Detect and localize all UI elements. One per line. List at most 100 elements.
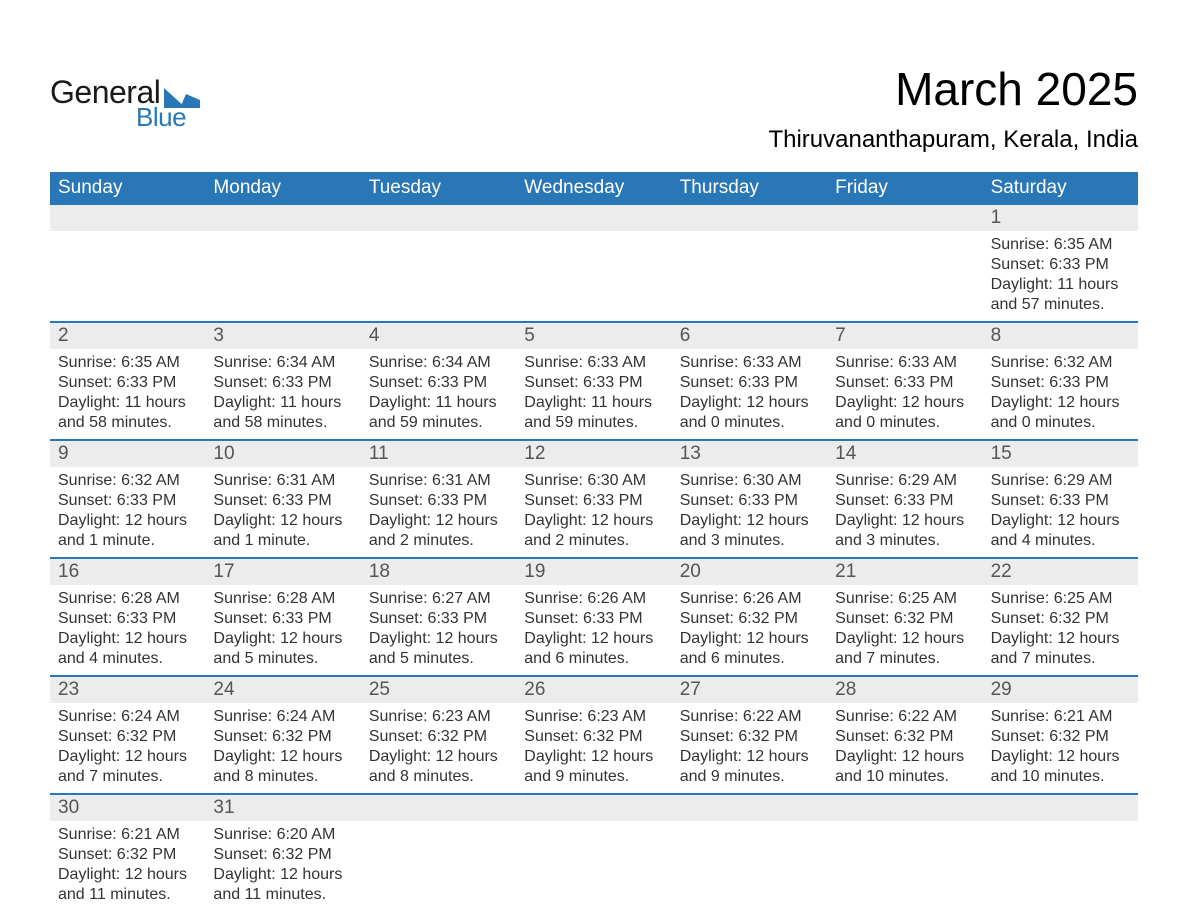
sunset-line: Sunset: 6:32 PM xyxy=(524,727,663,747)
calendar-week: 9101112131415Sunrise: 6:32 AMSunset: 6:3… xyxy=(50,439,1138,557)
daylight-line: Daylight: 12 hours and 11 minutes. xyxy=(213,865,352,905)
sunrise-line: Sunrise: 6:22 AM xyxy=(835,707,974,727)
day-number: 2 xyxy=(50,323,205,349)
day-cell: Sunrise: 6:22 AMSunset: 6:32 PMDaylight:… xyxy=(672,703,827,793)
day-number: 18 xyxy=(361,559,516,585)
day-body-row: Sunrise: 6:32 AMSunset: 6:33 PMDaylight:… xyxy=(50,467,1138,557)
day-cell xyxy=(516,821,671,911)
daylight-line: Daylight: 12 hours and 9 minutes. xyxy=(524,747,663,787)
sunset-line: Sunset: 6:33 PM xyxy=(524,373,663,393)
sunset-line: Sunset: 6:33 PM xyxy=(369,373,508,393)
day-cell: Sunrise: 6:34 AMSunset: 6:33 PMDaylight:… xyxy=(361,349,516,439)
day-number: 8 xyxy=(983,323,1138,349)
day-cell: Sunrise: 6:21 AMSunset: 6:32 PMDaylight:… xyxy=(983,703,1138,793)
daylight-line: Daylight: 12 hours and 9 minutes. xyxy=(680,747,819,787)
day-cell: Sunrise: 6:34 AMSunset: 6:33 PMDaylight:… xyxy=(205,349,360,439)
sunrise-line: Sunrise: 6:31 AM xyxy=(213,471,352,491)
day-number-row: 16171819202122 xyxy=(50,559,1138,585)
day-number xyxy=(672,795,827,821)
day-number: 5 xyxy=(516,323,671,349)
sunrise-line: Sunrise: 6:28 AM xyxy=(58,589,197,609)
day-number: 16 xyxy=(50,559,205,585)
calendar-week: 3031Sunrise: 6:21 AMSunset: 6:32 PMDayli… xyxy=(50,793,1138,911)
day-cell xyxy=(205,231,360,321)
day-number: 31 xyxy=(205,795,360,821)
day-cell xyxy=(983,821,1138,911)
day-number: 20 xyxy=(672,559,827,585)
day-cell: Sunrise: 6:31 AMSunset: 6:33 PMDaylight:… xyxy=(361,467,516,557)
day-number: 13 xyxy=(672,441,827,467)
sunrise-line: Sunrise: 6:31 AM xyxy=(369,471,508,491)
daylight-line: Daylight: 12 hours and 4 minutes. xyxy=(58,629,197,669)
day-cell xyxy=(672,821,827,911)
day-body-row: Sunrise: 6:24 AMSunset: 6:32 PMDaylight:… xyxy=(50,703,1138,793)
day-number xyxy=(672,205,827,231)
day-number: 4 xyxy=(361,323,516,349)
day-number: 14 xyxy=(827,441,982,467)
day-cell: Sunrise: 6:29 AMSunset: 6:33 PMDaylight:… xyxy=(983,467,1138,557)
sunset-line: Sunset: 6:32 PM xyxy=(835,727,974,747)
day-number: 30 xyxy=(50,795,205,821)
sunrise-line: Sunrise: 6:30 AM xyxy=(680,471,819,491)
daylight-line: Daylight: 12 hours and 8 minutes. xyxy=(213,747,352,787)
day-number: 17 xyxy=(205,559,360,585)
sunrise-line: Sunrise: 6:30 AM xyxy=(524,471,663,491)
day-number: 29 xyxy=(983,677,1138,703)
sunrise-line: Sunrise: 6:22 AM xyxy=(680,707,819,727)
daylight-line: Daylight: 11 hours and 59 minutes. xyxy=(369,393,508,433)
day-number xyxy=(827,205,982,231)
weekday-thursday: Thursday xyxy=(672,172,827,205)
daylight-line: Daylight: 12 hours and 11 minutes. xyxy=(58,865,197,905)
daylight-line: Daylight: 12 hours and 1 minute. xyxy=(213,511,352,551)
day-number xyxy=(361,205,516,231)
month-title: March 2025 xyxy=(768,62,1138,116)
day-number: 10 xyxy=(205,441,360,467)
sunset-line: Sunset: 6:32 PM xyxy=(58,845,197,865)
day-cell: Sunrise: 6:24 AMSunset: 6:32 PMDaylight:… xyxy=(50,703,205,793)
sunset-line: Sunset: 6:33 PM xyxy=(680,373,819,393)
sunset-line: Sunset: 6:33 PM xyxy=(369,491,508,511)
sunset-line: Sunset: 6:33 PM xyxy=(213,491,352,511)
sunrise-line: Sunrise: 6:27 AM xyxy=(369,589,508,609)
day-cell: Sunrise: 6:25 AMSunset: 6:32 PMDaylight:… xyxy=(983,585,1138,675)
sunset-line: Sunset: 6:32 PM xyxy=(680,609,819,629)
day-number: 6 xyxy=(672,323,827,349)
day-cell: Sunrise: 6:28 AMSunset: 6:33 PMDaylight:… xyxy=(205,585,360,675)
sunset-line: Sunset: 6:33 PM xyxy=(58,491,197,511)
weekday-sunday: Sunday xyxy=(50,172,205,205)
daylight-line: Daylight: 12 hours and 0 minutes. xyxy=(991,393,1130,433)
sunrise-line: Sunrise: 6:21 AM xyxy=(58,825,197,845)
day-cell xyxy=(672,231,827,321)
daylight-line: Daylight: 12 hours and 0 minutes. xyxy=(680,393,819,433)
day-cell: Sunrise: 6:22 AMSunset: 6:32 PMDaylight:… xyxy=(827,703,982,793)
sunset-line: Sunset: 6:32 PM xyxy=(213,727,352,747)
day-number: 21 xyxy=(827,559,982,585)
day-cell: Sunrise: 6:26 AMSunset: 6:32 PMDaylight:… xyxy=(672,585,827,675)
day-number: 22 xyxy=(983,559,1138,585)
day-number: 1 xyxy=(983,205,1138,231)
calendar-week: 16171819202122Sunrise: 6:28 AMSunset: 6:… xyxy=(50,557,1138,675)
logo-word-blue: Blue xyxy=(50,104,200,130)
daylight-line: Daylight: 12 hours and 2 minutes. xyxy=(524,511,663,551)
sunset-line: Sunset: 6:33 PM xyxy=(991,255,1130,275)
day-cell: Sunrise: 6:25 AMSunset: 6:32 PMDaylight:… xyxy=(827,585,982,675)
day-number: 28 xyxy=(827,677,982,703)
page-header: General Blue March 2025 Thiruvananthapur… xyxy=(50,58,1138,154)
weekday-tuesday: Tuesday xyxy=(361,172,516,205)
sunset-line: Sunset: 6:32 PM xyxy=(991,727,1130,747)
weekday-wednesday: Wednesday xyxy=(516,172,671,205)
day-number: 9 xyxy=(50,441,205,467)
sunrise-line: Sunrise: 6:34 AM xyxy=(213,353,352,373)
calendar-week: 1Sunrise: 6:35 AMSunset: 6:33 PMDaylight… xyxy=(50,205,1138,321)
brand-logo: General Blue xyxy=(50,58,200,130)
daylight-line: Daylight: 12 hours and 6 minutes. xyxy=(680,629,819,669)
daylight-line: Daylight: 11 hours and 59 minutes. xyxy=(524,393,663,433)
daylight-line: Daylight: 11 hours and 58 minutes. xyxy=(213,393,352,433)
sunrise-line: Sunrise: 6:20 AM xyxy=(213,825,352,845)
day-number: 11 xyxy=(361,441,516,467)
sunrise-line: Sunrise: 6:24 AM xyxy=(213,707,352,727)
day-number: 23 xyxy=(50,677,205,703)
sunrise-line: Sunrise: 6:33 AM xyxy=(680,353,819,373)
daylight-line: Daylight: 12 hours and 0 minutes. xyxy=(835,393,974,433)
day-cell xyxy=(827,821,982,911)
